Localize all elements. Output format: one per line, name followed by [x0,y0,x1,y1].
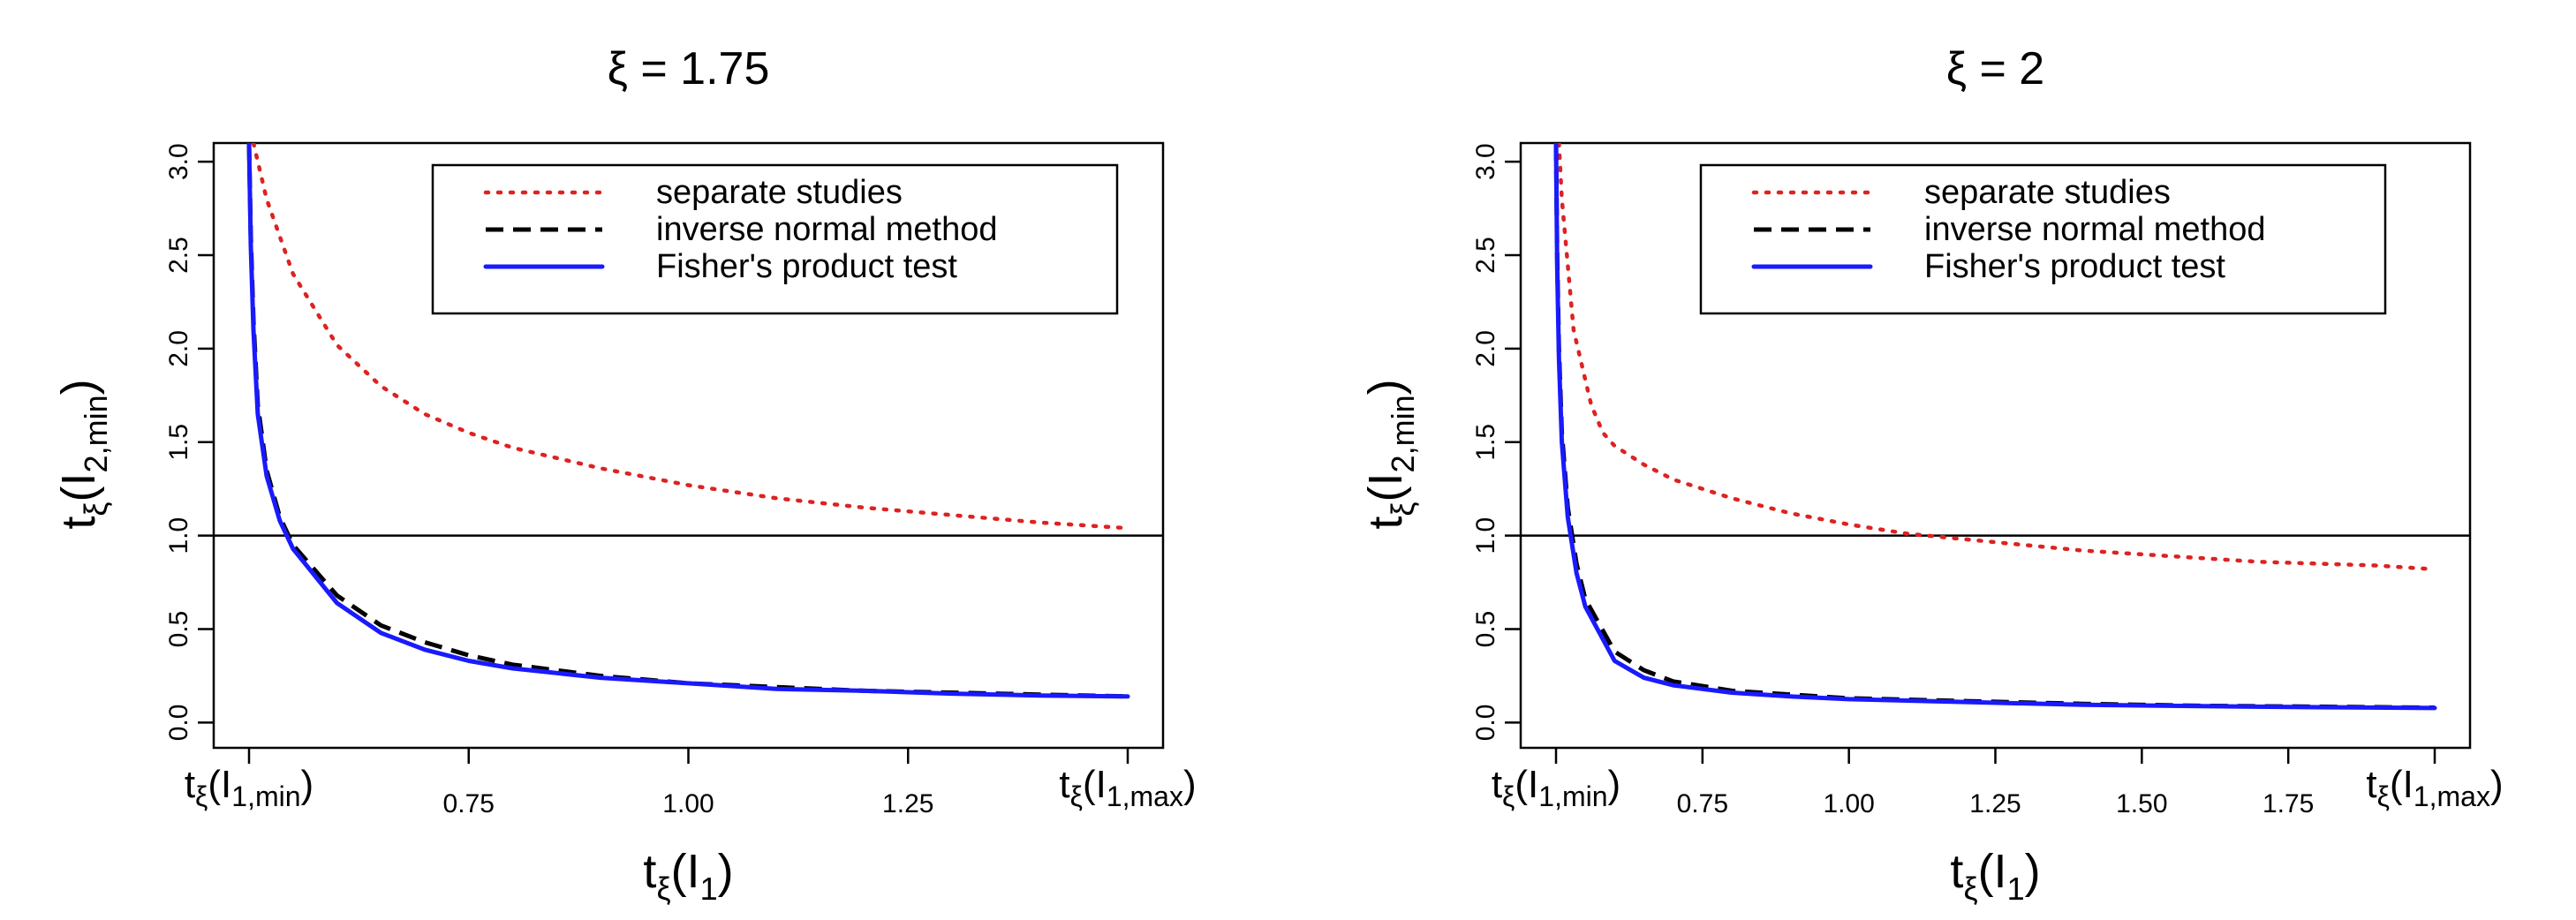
chart-panel-1: ξ = 1.75 0.0 0.5 1.0 1.5 2.0 2.5 3.0 0.75 1.00 1.2… [52,43,1197,907]
series-group [1553,143,2437,711]
legend-label: separate studies [656,174,903,211]
y-axis-label: tξ(I2,min) [52,379,114,529]
legend-box [1699,163,2387,315]
legend-label: inverse normal method [656,211,998,248]
x-axis-label: tξ(I1) [1950,845,2040,907]
edge-sub: ξ [2377,780,2390,812]
ylabel-arg: (I [1359,472,1412,501]
edge-close: ) [301,763,314,806]
y-tick-label: 3.0 [1471,143,1500,180]
y-tick-label: 1.5 [1471,424,1500,461]
chart-panel-2: ξ = 2 0.0 0.5 1.0 1.5 2.0 2.5 3.0 0.75 1.00 1.25 1.… [1359,43,2504,907]
edge-base: t [2366,763,2376,806]
edge-sub: ξ [195,780,208,812]
edge-sub: ξ [1070,780,1083,812]
chart-title: ξ = 1.75 [608,43,770,94]
y-tick-label: 1.0 [164,517,193,554]
ylabel-base: t [52,517,105,530]
ylabel-close: ) [1359,379,1412,395]
series-group [246,143,1130,699]
x-edge-label-min: tξ(I1,min) [185,763,314,812]
xlabel-sub: ξ [1963,871,1977,907]
y-tick-label: 3.0 [164,143,193,180]
edge-arg: (I [1083,763,1107,806]
legend-label: Fisher's product test [656,248,957,285]
x-tick-label: 0.75 [1677,789,1728,818]
ylabel-sub: ξ [78,501,114,516]
x-tick-label: 1.75 [2262,789,2314,818]
y-tick-label: 0.0 [164,705,193,742]
ylabel-sub: ξ [1385,501,1421,516]
xlabel-argsub: 1 [2007,871,2025,907]
edge-base: t [1059,763,1069,806]
series-line-solid [1553,143,2437,711]
edge-argsub: 1,max [2414,780,2490,812]
ylabel-argsub: 2,min [1385,395,1421,472]
edge-argsub: 1,min [1538,780,1607,812]
x-tick-label: 1.00 [662,789,714,818]
xlabel-base: t [1950,845,1963,898]
edge-close: ) [1608,763,1621,806]
x-tick-label: 1.00 [1823,789,1874,818]
xlabel-arg: (I [1978,845,2007,898]
edge-sub: ξ [1502,780,1515,812]
y-tick-label: 2.0 [164,330,193,367]
xlabel-base: t [643,845,656,898]
y-tick-label: 2.5 [164,237,193,274]
chart-title: ξ = 2 [1946,43,2044,94]
ylabel-close: ) [52,379,105,395]
x-edge-label-max: tξ(I1,max) [2366,763,2503,812]
series-line-dotted [1557,143,2437,572]
y-tick-label: 2.5 [1471,237,1500,274]
edge-argsub: 1,max [1107,780,1183,812]
x-edge-label-max: tξ(I1,max) [1059,763,1196,812]
edge-base: t [185,763,195,806]
x-tick-label: 0.75 [443,789,495,818]
xlabel-arg: (I [671,845,700,898]
edge-arg: (I [1515,763,1538,806]
y-tick-label: 0.5 [164,611,193,648]
x-tick-label: 1.25 [1969,789,2021,818]
edge-base: t [1492,763,1502,806]
y-tick-label: 1.5 [164,424,193,461]
edge-arg: (I [208,763,231,806]
xlabel-argsub: 1 [700,871,718,907]
y-tick-label: 0.0 [1471,705,1500,742]
ylabel-argsub: 2,min [78,395,114,472]
xlabel-sub: ξ [656,871,670,907]
xlabel-close: ) [718,845,734,898]
edge-close: ) [1183,763,1197,806]
y-tick-label: 1.0 [1471,517,1500,554]
y-tick-label: 2.0 [1471,330,1500,367]
y-tick-label: 0.5 [1471,611,1500,648]
edge-argsub: 1,min [231,780,300,812]
legend-label: separate studies [1924,174,2171,211]
series-line-dotted [251,143,1130,531]
y-axis-label: tξ(I2,min) [1359,379,1421,529]
x-axis-label: tξ(I1) [643,845,733,907]
xlabel-close: ) [2025,845,2041,898]
legend-label: Fisher's product test [1924,248,2225,285]
x-edge-label-min: tξ(I1,min) [1492,763,1620,812]
ylabel-arg: (I [52,472,105,501]
ylabel-base: t [1359,517,1412,530]
series-line-solid [246,143,1130,699]
legend-label: inverse normal method [1924,211,2266,248]
edge-close: ) [2490,763,2504,806]
x-tick-label: 1.50 [2116,789,2167,818]
edge-arg: (I [2390,763,2414,806]
x-tick-label: 1.25 [882,789,933,818]
legend-box [431,163,1119,315]
